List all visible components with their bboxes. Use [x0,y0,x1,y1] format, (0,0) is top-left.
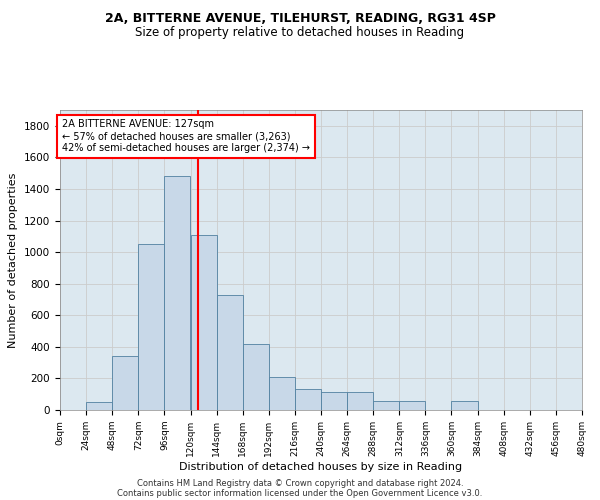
X-axis label: Distribution of detached houses by size in Reading: Distribution of detached houses by size … [179,462,463,471]
Bar [269,377,295,410]
Bar [139,244,164,410]
Y-axis label: Number of detached properties: Number of detached properties [8,172,19,348]
Text: Size of property relative to detached houses in Reading: Size of property relative to detached ho… [136,26,464,39]
Bar [242,344,269,410]
Bar [373,402,400,410]
Bar [112,356,138,410]
Bar [164,176,190,410]
Bar [217,294,242,410]
Text: 2A, BITTERNE AVENUE, TILEHURST, READING, RG31 4SP: 2A, BITTERNE AVENUE, TILEHURST, READING,… [104,12,496,26]
Text: 2A BITTERNE AVENUE: 127sqm
← 57% of detached houses are smaller (3,263)
42% of s: 2A BITTERNE AVENUE: 127sqm ← 57% of deta… [62,120,310,152]
Text: Contains public sector information licensed under the Open Government Licence v3: Contains public sector information licen… [118,488,482,498]
Text: Contains HM Land Registry data © Crown copyright and database right 2024.: Contains HM Land Registry data © Crown c… [137,478,463,488]
Bar [347,392,373,410]
Bar [295,390,321,410]
Bar [191,234,217,410]
Bar [86,402,112,410]
Bar [451,402,478,410]
Bar [321,392,347,410]
Bar [400,402,425,410]
